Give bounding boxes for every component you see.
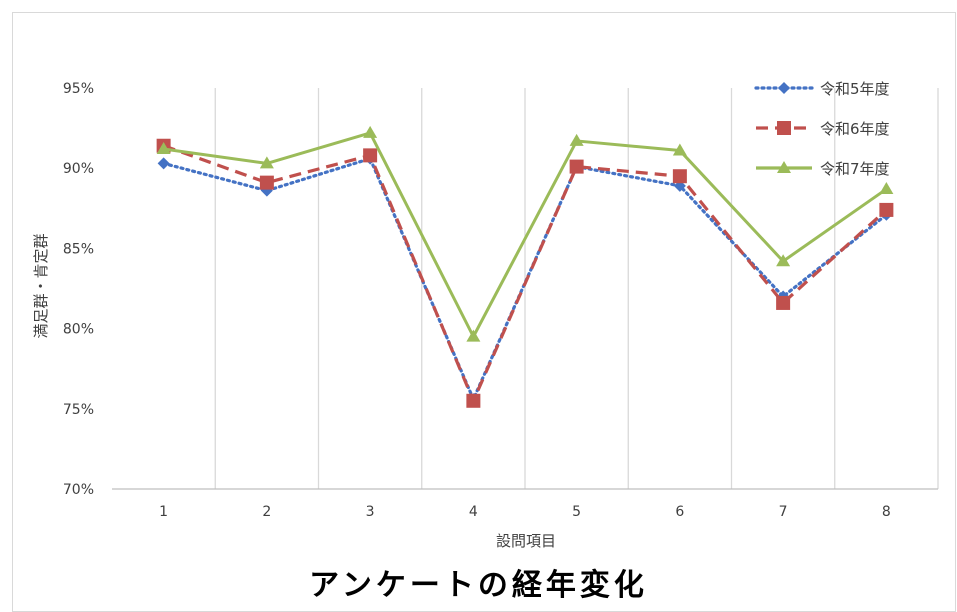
legend-label: 令和6年度 xyxy=(820,120,890,138)
y-tick-label: 80% xyxy=(63,322,94,338)
y-axis-title: 満足群・肯定群 xyxy=(32,233,50,338)
x-tick-label: 8 xyxy=(882,504,891,520)
data-point xyxy=(156,141,171,154)
series-line xyxy=(162,156,888,401)
x-axis-ticks: 1 2 3 4 5 6 7 8 xyxy=(159,504,891,520)
y-tick-label: 95% xyxy=(63,81,94,97)
legend-marker xyxy=(777,121,791,135)
legend-label: 令和5年度 xyxy=(820,80,890,98)
chart-frame xyxy=(12,12,956,612)
y-axis-ticks: 70% 75% 80% 85% 90% 95% xyxy=(63,81,94,498)
data-point xyxy=(672,143,687,156)
y-tick-label: 90% xyxy=(63,161,94,177)
x-tick-label: 6 xyxy=(675,504,684,520)
data-point xyxy=(879,202,894,217)
data-point xyxy=(259,175,274,190)
x-tick-label: 4 xyxy=(469,504,478,520)
data-point xyxy=(776,295,791,310)
x-tick-label: 5 xyxy=(572,504,581,520)
y-tick-label: 75% xyxy=(63,402,94,418)
series-layer xyxy=(156,125,894,408)
legend-marker xyxy=(777,161,791,173)
data-point xyxy=(363,148,378,163)
x-tick-label: 1 xyxy=(159,504,168,520)
data-point xyxy=(259,156,274,169)
x-tick-label: 3 xyxy=(366,504,375,520)
data-point xyxy=(569,133,584,146)
data-point xyxy=(466,393,481,408)
data-point xyxy=(672,169,687,184)
series-line xyxy=(163,144,888,403)
legend-entry: 令和7年度 xyxy=(756,160,890,178)
data-point xyxy=(776,254,791,267)
x-tick-label: 2 xyxy=(262,504,271,520)
legend-entry: 令和5年度 xyxy=(754,80,890,98)
data-point xyxy=(879,182,894,195)
legend-label: 令和7年度 xyxy=(820,160,890,178)
x-tick-label: 7 xyxy=(779,504,788,520)
legend-marker xyxy=(778,82,790,94)
data-point xyxy=(466,329,481,342)
series-3 xyxy=(156,125,894,342)
series-line xyxy=(163,131,888,339)
series-2 xyxy=(156,138,894,408)
data-point xyxy=(569,159,584,174)
x-axis-title: 設問項目 xyxy=(496,532,556,550)
data-point xyxy=(363,125,378,138)
y-tick-label: 70% xyxy=(63,482,94,498)
legend-entry: 令和6年度 xyxy=(756,120,890,138)
data-point xyxy=(157,157,170,170)
grid-layer xyxy=(112,88,939,490)
chart-title: アンケートの経年変化 xyxy=(309,568,648,603)
y-tick-label: 85% xyxy=(63,241,94,257)
